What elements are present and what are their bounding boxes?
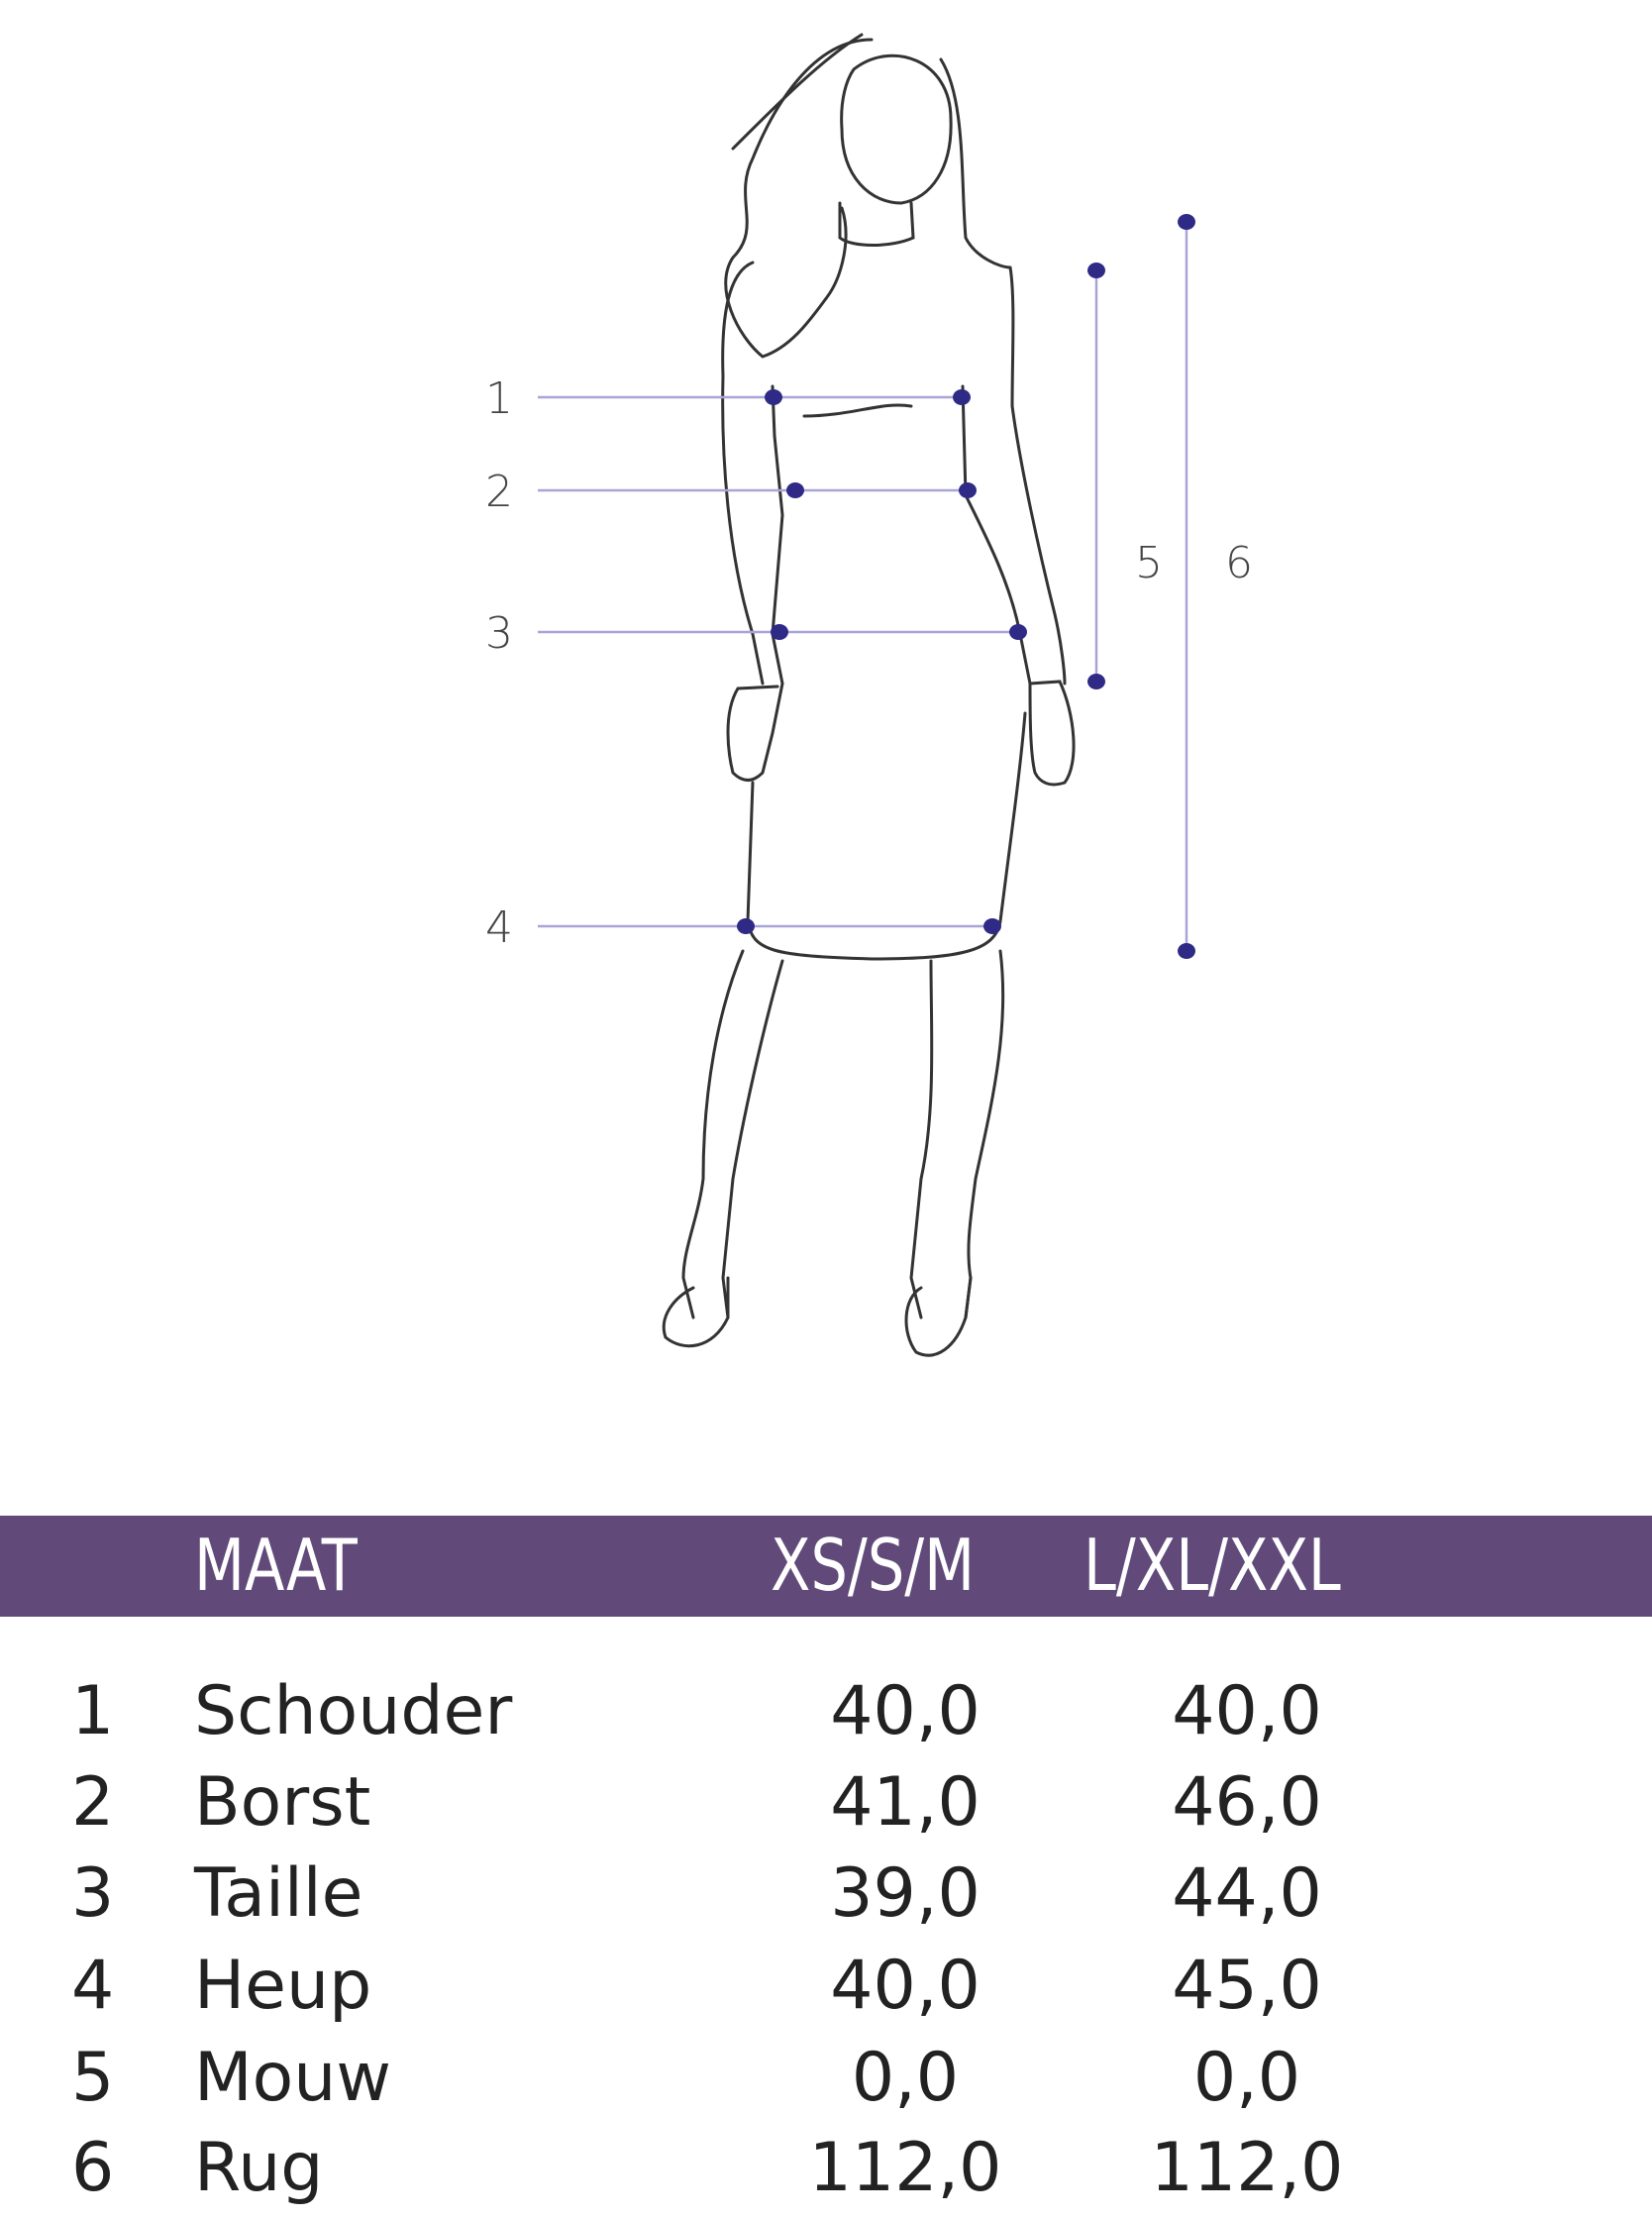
measurement-dots — [737, 214, 1195, 959]
row-label: Borst — [194, 1763, 371, 1842]
row-value-col1: 0,0 — [851, 2039, 960, 2117]
row-value-col2: 45,0 — [1172, 1947, 1322, 2025]
header-col1: XS/S/M — [771, 1524, 976, 1607]
row-value-col2: 44,0 — [1172, 1854, 1322, 1933]
row-label: Rug — [194, 2129, 324, 2207]
row-value-col1: 40,0 — [830, 1672, 981, 1750]
row-value-col1: 40,0 — [830, 1947, 981, 2025]
row-number: 6 — [71, 2129, 115, 2207]
row-number: 5 — [71, 2039, 115, 2117]
table-row: 4 Heup 40,0 45,0 — [0, 1942, 1652, 2031]
row-value-col2: 46,0 — [1172, 1763, 1322, 1842]
row-number: 2 — [71, 1763, 115, 1842]
table-row: 6 Rug 112,0 112,0 — [0, 2124, 1652, 2213]
row-value-col1: 39,0 — [830, 1854, 981, 1933]
marker-5: 5 — [1135, 538, 1163, 588]
marker-4: 4 — [485, 902, 513, 953]
row-value-col1: 112,0 — [808, 2129, 1002, 2207]
row-label: Heup — [194, 1947, 372, 2025]
marker-6: 6 — [1225, 538, 1253, 588]
row-number: 3 — [71, 1854, 115, 1933]
row-label: Schouder — [194, 1672, 513, 1750]
table-row: 1 Schouder 40,0 40,0 — [0, 1667, 1652, 1756]
row-number: 4 — [71, 1947, 115, 2025]
table-row: 2 Borst 41,0 46,0 — [0, 1758, 1652, 1848]
table-row: 3 Taille 39,0 44,0 — [0, 1849, 1652, 1939]
measurement-lines — [538, 222, 1188, 951]
row-value-col2: 40,0 — [1172, 1672, 1322, 1750]
marker-3: 3 — [485, 608, 513, 659]
row-label: Mouw — [194, 2039, 391, 2117]
table-header: MAAT XS/S/M L/XL/XXL — [0, 1516, 1652, 1617]
row-label: Taille — [194, 1854, 363, 1933]
marker-1: 1 — [485, 373, 513, 424]
row-value-col2: 112,0 — [1150, 2129, 1344, 2207]
marker-2: 2 — [485, 467, 513, 517]
header-col2: L/XL/XXL — [1084, 1524, 1341, 1607]
row-number: 1 — [71, 1672, 115, 1750]
table-row: 5 Mouw 0,0 0,0 — [0, 2034, 1652, 2123]
woman-sketch — [662, 33, 1076, 1357]
row-value-col1: 41,0 — [830, 1763, 981, 1842]
row-value-col2: 0,0 — [1192, 2039, 1301, 2117]
measurement-figure: 1 2 3 4 5 6 — [485, 33, 1253, 1357]
header-maat: MAAT — [194, 1524, 358, 1607]
